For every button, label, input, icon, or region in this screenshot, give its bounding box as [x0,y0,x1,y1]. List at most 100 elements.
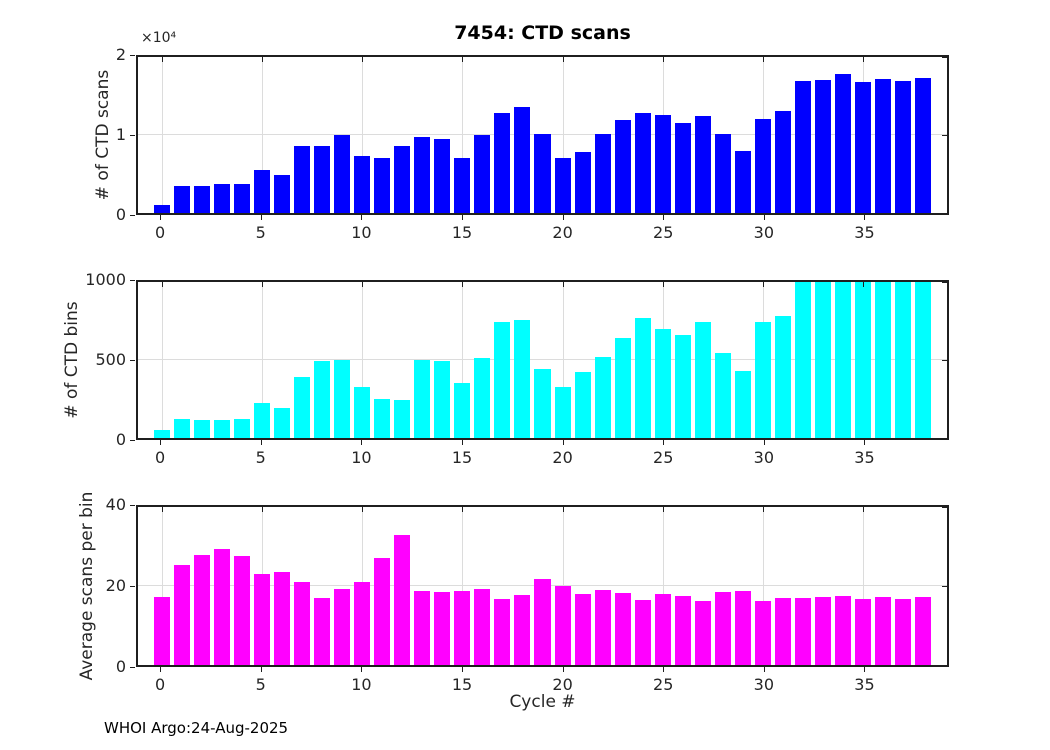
gridline-vertical [462,507,464,665]
gridline-vertical [562,57,564,213]
y-axis-label-scans: # of CTD scans [93,69,113,201]
ctd-bins-bar [474,358,491,438]
avg-scans-per-bin-bar [834,595,851,665]
gridline-vertical [562,282,564,438]
tick-mark [130,280,135,281]
ctd-scans-bar [514,106,531,213]
ctd-bins-bar [634,317,651,438]
x-tick-label: 15 [451,448,473,467]
gridline-vertical [262,282,264,438]
ctd-scans-bar [234,184,251,213]
tick-mark [942,135,947,136]
ctd-scans-bar [394,145,411,213]
gridline-vertical [462,282,464,438]
avg-scans-per-bin-bar [494,599,511,665]
ctd-scans-bar [414,137,431,213]
tick-mark [462,215,463,220]
tick-mark [662,507,664,512]
ctd-scans-bar [874,78,891,213]
avg-scans-per-bin-bar [154,597,171,665]
y-tick-label: 2 [115,45,126,64]
y-tick-label: 0 [115,657,126,676]
avg-scans-per-bin-bar [234,556,251,665]
ctd-bins-bar [714,352,731,438]
ctd-scans-bar [294,145,311,213]
ctd-scans-bar [894,81,911,213]
ctd-bins-bar [394,400,411,438]
gridline-vertical [562,507,564,665]
ctd-bins-bar [374,399,391,438]
gridline-horizontal [138,359,947,360]
ctd-scans-bar [254,170,271,213]
tick-mark [160,215,162,220]
plot-area-bins [136,280,949,440]
footer-text: WHOI Argo:24-Aug-2025 [104,719,289,737]
gridline-vertical [862,282,864,438]
ctd-bins-bar [854,282,871,438]
x-tick-label: 35 [854,223,875,242]
ctd-scans-bar [214,183,231,213]
x-tick-label: 5 [255,223,266,242]
gridline-vertical [162,282,164,438]
tick-mark [663,215,665,220]
avg-scans-per-bin-bar [274,572,291,665]
tick-mark [462,282,464,287]
gridline-vertical [762,282,764,438]
tick-mark [662,282,664,287]
tick-mark [562,507,564,512]
avg-scans-per-bin-bar [874,596,891,665]
x-tick-label: 20 [552,448,573,467]
x-tick-label: 5 [255,448,266,467]
tick-mark [262,57,264,62]
ctd-scans-bar [674,123,691,213]
avg-scans-per-bin-bar [374,557,391,665]
gridline-vertical [362,282,364,438]
avg-scans-per-bin-bar [574,594,591,665]
avg-scans-per-bin-bar [534,578,551,665]
tick-mark [262,282,264,287]
avg-scans-per-bin-bar [294,581,311,665]
ctd-bins-bar [654,328,671,438]
tick-mark [562,57,564,62]
gridline-vertical [762,507,764,665]
avg-scans-per-bin-bar [734,590,751,665]
avg-scans-per-bin-bar [794,598,811,665]
tick-mark [862,507,864,512]
tick-mark [462,507,464,512]
gridline-vertical [662,507,664,665]
avg-scans-per-bin-bar [854,598,871,665]
ctd-bins-bar [354,386,371,438]
x-tick-label: 0 [155,223,166,242]
gridline-vertical [362,57,364,213]
avg-scans-per-bin-bar [474,589,491,665]
ctd-scans-bar [854,81,871,213]
ctd-scans-bar [914,78,931,213]
gridline-vertical [162,507,164,665]
avg-scans-per-bin-bar [394,535,411,665]
avg-scans-per-bin-bar [674,595,691,665]
avg-scans-per-bin-bar [454,590,471,665]
tick-mark [942,57,947,58]
gridline-vertical [762,57,764,213]
tick-mark [162,57,164,62]
tick-mark [862,57,864,62]
ctd-bins-bar [794,282,811,438]
tick-mark [260,215,262,220]
tick-mark [160,667,162,672]
ctd-bins-bar [194,420,211,438]
tick-mark [462,667,463,672]
tick-mark [763,215,765,220]
ctd-bins-bar [254,402,271,438]
ctd-bins-bar [314,360,331,438]
avg-scans-per-bin-bar [174,564,191,665]
ctd-bins-bar [534,369,551,438]
ctd-scans-bar [694,116,711,213]
x-tick-label: 30 [753,448,775,467]
tick-mark [663,667,665,672]
y-tick-label: 500 [95,350,126,369]
x-tick-label: 30 [753,223,775,242]
ctd-bins-bar [414,360,431,438]
tick-mark [562,440,564,445]
